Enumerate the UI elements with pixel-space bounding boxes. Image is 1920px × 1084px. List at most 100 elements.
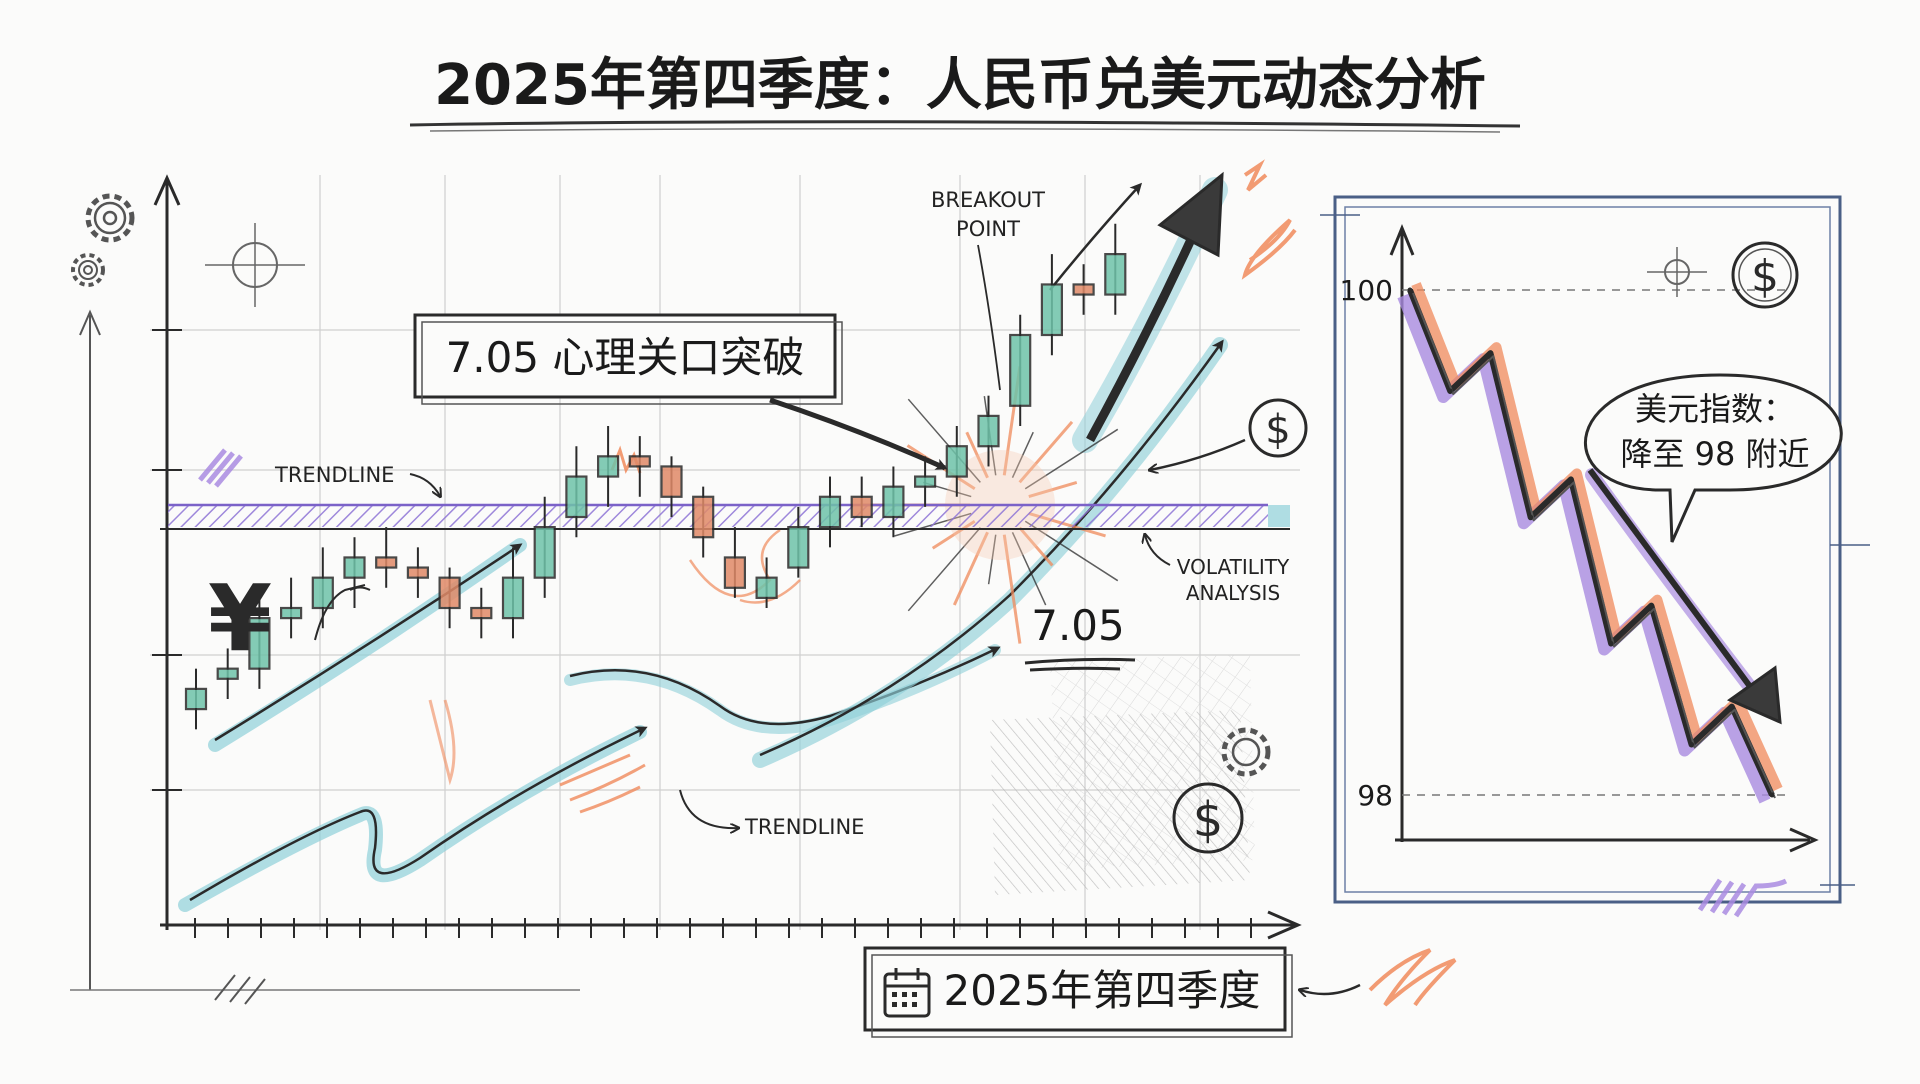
crosshair-icon (1647, 247, 1707, 297)
dxy-point (1608, 641, 1614, 646)
candle-body-up (596, 455, 620, 478)
dxy-point (1568, 476, 1574, 482)
candle (787, 506, 810, 578)
dollar-coin-arrow (1150, 438, 1246, 470)
big-arrow-head (1157, 171, 1224, 258)
candle (565, 446, 588, 538)
orange-scribble (428, 699, 456, 786)
dxy-point (1447, 388, 1453, 394)
dxy-line (1407, 288, 1775, 797)
trendline-label: TRENDLINE (274, 463, 394, 487)
yuan-icon-scribble (314, 584, 371, 641)
level-label-underline (1024, 657, 1136, 672)
gear-icon (85, 193, 135, 243)
dollar-coin-icon: $ (1172, 782, 1244, 854)
candle-body-down (850, 495, 873, 519)
gear-icon (1221, 727, 1271, 777)
candle (343, 537, 366, 608)
candle (216, 648, 239, 699)
period-label-arrow (1300, 983, 1361, 994)
callout-box-shadow (421, 321, 843, 405)
teal-trend-arrow-upper-ink (214, 543, 523, 742)
volatility-label-arrow (1145, 535, 1171, 566)
candle (660, 456, 683, 517)
burst-ray (965, 431, 989, 479)
candle-body-up (184, 687, 208, 711)
candle-body-up (311, 576, 334, 610)
candle (692, 486, 715, 558)
candle-body-down (692, 495, 715, 539)
candle-body-up (882, 485, 905, 519)
outer-y-axis-arrow (79, 309, 101, 336)
candle (375, 527, 398, 588)
dxy-y-axis-arrow (1389, 224, 1415, 256)
breakout-label-line1: BREAKOUT (931, 188, 1045, 212)
candle-body-down (438, 576, 461, 610)
candle-body-up (501, 576, 525, 620)
candle-body-up (1040, 283, 1064, 337)
page-title: 2025年第四季度：人民币兑美元动态分析 (434, 53, 1486, 118)
dxy-point (1769, 792, 1775, 798)
burst-ray (1011, 531, 1047, 606)
candle (596, 426, 620, 507)
candle-body-up (913, 475, 937, 488)
candle-body-up (533, 526, 556, 579)
candle (406, 547, 429, 598)
candle (882, 466, 905, 538)
dxy-down-arrow-shaft (1587, 468, 1763, 702)
burst-ray (907, 398, 981, 483)
trendline-bottom-label: TRENDLINE (744, 815, 864, 839)
burst-ray (1011, 431, 1034, 479)
candle-body-up (1104, 253, 1127, 296)
dxy-y-tick-label: 98 (1357, 779, 1393, 812)
candle (977, 395, 1000, 467)
dxy-point (1689, 742, 1695, 747)
dxy-point (1648, 603, 1654, 609)
candle-body-down (660, 465, 683, 498)
candle-body-down (723, 556, 747, 589)
teal-trend-arrow-lower-ink (189, 726, 648, 902)
period-label-box (863, 946, 1287, 1032)
candle (501, 547, 525, 639)
burst-ray (907, 527, 981, 612)
candle-body-up (280, 606, 303, 620)
candle-body-down (628, 455, 651, 468)
volatility-label-line1: VOLATILITY (1177, 555, 1290, 579)
dollar-index-frame (1333, 195, 1842, 904)
volatility-label-line2: ANALYSIS (1186, 581, 1280, 605)
dxy-y-tick-label: 100 (1340, 274, 1393, 307)
dollar-coin-symbol: $ (1193, 792, 1224, 848)
orange-scribble (1241, 159, 1297, 280)
teal-breakout-curve-ink (759, 339, 1224, 757)
gear-icon (71, 253, 105, 287)
candle (628, 436, 651, 497)
teal-trend-arrow-lower (178, 725, 647, 912)
dxy-callout-line1: 美元指数： (1635, 390, 1795, 428)
candle-body-up (248, 617, 271, 670)
candle-body-down (375, 556, 398, 569)
callout-box (413, 313, 837, 399)
candle-body-down (1072, 283, 1095, 296)
candle-body-up (343, 556, 366, 579)
calendar-icon (883, 968, 931, 1018)
main-x-ticks (152, 329, 1252, 938)
candle-body-down (470, 606, 493, 620)
teal-trend-arrow-mid-ink (569, 646, 1001, 726)
teal-trend-arrow-mid (564, 644, 1001, 734)
candle (913, 456, 937, 507)
burst-ray (1018, 420, 1074, 484)
big-arrow-shaft (1086, 218, 1205, 443)
candlestick-series (184, 223, 1127, 730)
title-underline (409, 120, 1521, 128)
candle-body-up (216, 667, 239, 680)
level-label: 7.05 (1031, 601, 1125, 650)
trendline-label-arrow (409, 473, 440, 496)
candle (1104, 223, 1127, 315)
purple-scribble (198, 448, 243, 488)
candle (1040, 254, 1064, 356)
breakout-label-line2: POINT (956, 217, 1020, 241)
thin-arrow-up (1049, 182, 1143, 291)
candle-body-up (787, 526, 810, 569)
